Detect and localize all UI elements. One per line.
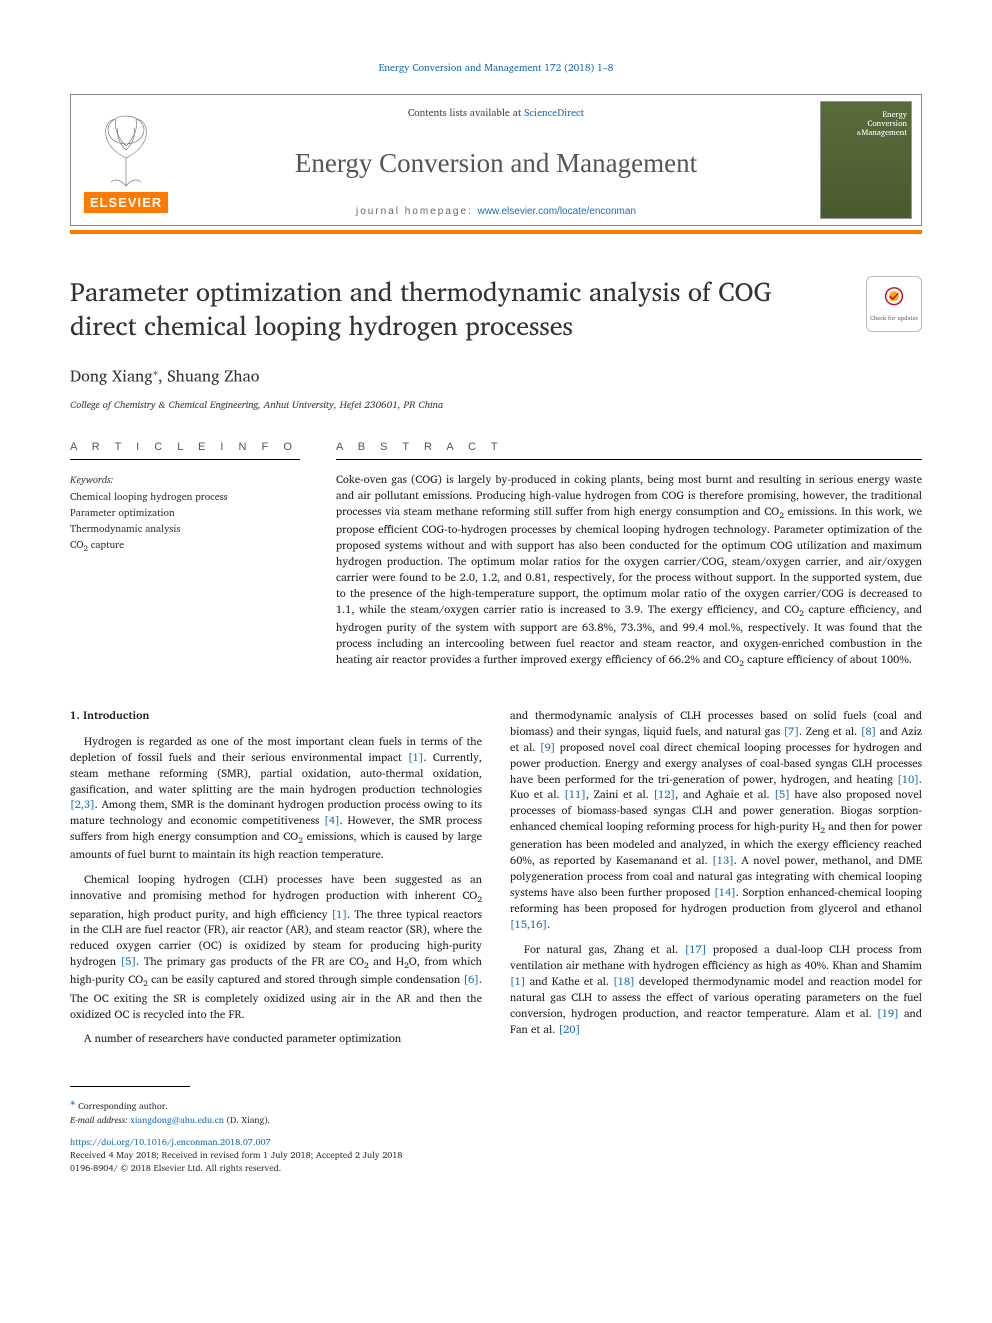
top-citation-link[interactable]: Energy Conversion and Management 172 (20…: [379, 60, 614, 76]
body-paragraph: Chemical looping hydrogen (CLH) processe…: [70, 872, 482, 1022]
ref-15-16[interactable]: [15,16]: [510, 915, 547, 933]
ref-9[interactable]: [9]: [540, 738, 556, 756]
ref-17[interactable]: [17]: [685, 940, 707, 958]
ref-13[interactable]: [13]: [712, 851, 734, 869]
keyword-item: CO2 capture: [70, 538, 300, 555]
ref-14[interactable]: [14]: [714, 883, 736, 901]
ref-10[interactable]: [10]: [897, 770, 919, 788]
body-paragraph: A number of researchers have conducted p…: [70, 1031, 482, 1047]
ref-19[interactable]: [19]: [877, 1004, 899, 1022]
footer-meta: https://doi.org/10.1016/j.enconman.2018.…: [70, 1136, 922, 1174]
publisher-name: ELSEVIER: [84, 192, 168, 213]
article-info-heading: A R T I C L E I N F O: [70, 441, 300, 460]
sciencedirect-link[interactable]: ScienceDirect: [524, 105, 584, 121]
section-heading: 1. Introduction: [70, 708, 482, 724]
ref-4[interactable]: [4]: [324, 811, 340, 829]
ref-18[interactable]: [18]: [613, 972, 635, 990]
ref-1c[interactable]: [1]: [510, 972, 526, 990]
keywords-label: Keywords:: [70, 472, 300, 488]
journal-cover-label: Energy Conversion &Management: [857, 110, 907, 136]
check-updates-label: Check for updates: [870, 313, 918, 323]
ref-12[interactable]: [12]: [653, 785, 675, 803]
authors: Dong Xiang⁎, Shuang Zhao: [70, 362, 922, 389]
publisher-logo: ELSEVIER: [71, 95, 181, 225]
affiliation: College of Chemistry & Chemical Engineer…: [70, 397, 922, 413]
ref-2-3[interactable]: [2,3]: [70, 795, 95, 813]
contents-line: Contents lists available at ScienceDirec…: [189, 105, 803, 121]
ref-8[interactable]: [8]: [861, 722, 877, 740]
ref-5[interactable]: [5]: [121, 952, 137, 970]
contents-prefix: Contents lists available at: [408, 105, 524, 121]
body-paragraph: For natural gas, Zhang et al. [17] propo…: [510, 942, 922, 1038]
ref-20[interactable]: [20]: [559, 1020, 581, 1038]
article-info: A R T I C L E I N F O Keywords: Chemical…: [70, 441, 300, 670]
publisher-tree-icon: [86, 108, 166, 188]
footer-notes: ⁎ ⁎ Corresponding author.Corresponding a…: [70, 1093, 922, 1126]
email-link[interactable]: xiangdong@ahu.edu.cn: [130, 1112, 224, 1127]
check-updates-icon: [880, 285, 908, 313]
keyword-item: Thermodynamic analysis: [70, 522, 300, 537]
copyright-line: 0196-8904/ © 2018 Elsevier Ltd. All righ…: [70, 1160, 281, 1175]
body-col-left: 1. Introduction Hydrogen is regarded as …: [70, 708, 482, 1057]
journal-cover-image: Energy Conversion &Management: [820, 101, 912, 219]
ref-1[interactable]: [1]: [408, 748, 424, 766]
homepage-link[interactable]: www.elsevier.com/locate/enconman: [478, 206, 636, 217]
header-center: Contents lists available at ScienceDirec…: [181, 95, 811, 225]
top-citation: Energy Conversion and Management 172 (20…: [70, 60, 922, 76]
abstract-text: Coke-oven gas (COG) is largely by-produc…: [336, 472, 922, 670]
ref-7[interactable]: [7]: [784, 722, 800, 740]
email-line: E-mail address: xiangdong@ahu.edu.cn (D.…: [70, 1113, 922, 1127]
body-columns: 1. Introduction Hydrogen is regarded as …: [70, 708, 922, 1057]
abstract-heading: A B S T R A C T: [336, 441, 922, 460]
body-paragraph: and thermodynamic analysis of CLH proces…: [510, 708, 922, 933]
corresponding-author: ⁎ ⁎ Corresponding author.Corresponding a…: [70, 1093, 922, 1113]
keyword-item: Parameter optimization: [70, 506, 300, 521]
keyword-item: Chemical looping hydrogen process: [70, 490, 300, 505]
homepage-label: journal homepage:: [356, 206, 478, 217]
check-updates-badge[interactable]: Check for updates: [866, 276, 922, 332]
journal-cover: Energy Conversion &Management: [811, 95, 921, 225]
journal-homepage: journal homepage: www.elsevier.com/locat…: [189, 206, 803, 217]
ref-1b[interactable]: [1]: [332, 905, 348, 923]
ref-6[interactable]: [6]: [463, 970, 479, 988]
journal-header: ELSEVIER Contents lists available at Sci…: [70, 94, 922, 226]
abstract: A B S T R A C T Coke-oven gas (COG) is l…: [336, 441, 922, 670]
email-suffix: (D. Xiang).: [224, 1112, 270, 1127]
ref-11[interactable]: [11]: [564, 785, 586, 803]
keywords-list: Chemical looping hydrogen processParamet…: [70, 490, 300, 555]
header-orange-bar: [70, 230, 922, 234]
footer-separator: [70, 1086, 190, 1087]
email-label: E-mail address:: [70, 1112, 130, 1127]
journal-title: Energy Conversion and Management: [189, 148, 803, 179]
paper-title: Parameter optimization and thermodynamic…: [70, 276, 810, 344]
ref-5b[interactable]: [5]: [774, 785, 790, 803]
body-col-right: and thermodynamic analysis of CLH proces…: [510, 708, 922, 1057]
body-paragraph: Hydrogen is regarded as one of the most …: [70, 734, 482, 864]
